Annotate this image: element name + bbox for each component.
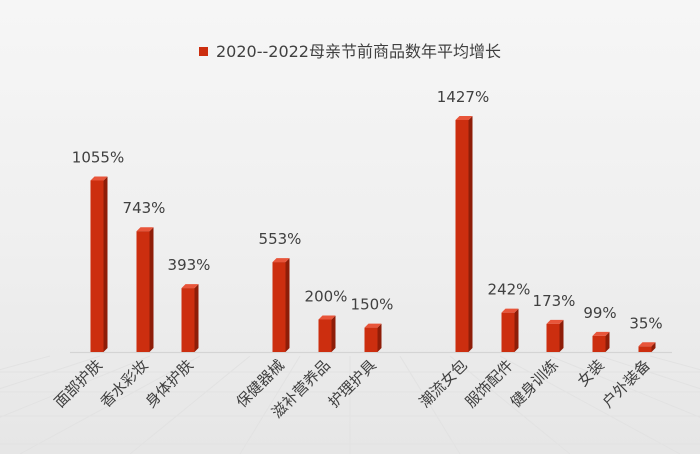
bar xyxy=(455,116,473,352)
bar-side xyxy=(514,308,519,352)
bar-side xyxy=(149,227,154,352)
bar xyxy=(501,308,519,352)
bar-top xyxy=(90,176,108,181)
floor-grid-line xyxy=(549,355,700,418)
bar-side xyxy=(651,342,656,352)
legend-label: 2020--2022母亲节前商品数年平均增长 xyxy=(216,42,501,61)
data-label: 1427% xyxy=(437,88,489,106)
x-tick-label: 护理护具 xyxy=(325,356,380,411)
bar xyxy=(318,315,336,352)
bar xyxy=(638,342,656,352)
bar-front xyxy=(638,346,652,352)
data-label: 99% xyxy=(583,304,616,322)
data-label: 1055% xyxy=(72,148,124,166)
bar-side xyxy=(103,176,108,352)
bar-top xyxy=(272,258,290,263)
bar-side xyxy=(377,323,382,352)
data-label: 393% xyxy=(168,256,211,274)
data-label: 200% xyxy=(305,287,348,305)
data-label: 150% xyxy=(351,296,394,314)
data-label: 35% xyxy=(629,314,662,332)
x-tick-label: 香水彩妆 xyxy=(97,356,152,411)
bar-front xyxy=(364,327,378,352)
bar-top xyxy=(318,315,336,320)
data-label: 173% xyxy=(533,292,576,310)
x-tick-label: 服饰配件 xyxy=(462,356,517,411)
bar-side xyxy=(331,315,336,352)
bar-top xyxy=(136,227,154,232)
bar-top xyxy=(501,308,519,313)
bar-front xyxy=(592,335,606,352)
floor-grid xyxy=(0,355,700,454)
data-label: 553% xyxy=(259,230,302,248)
bar-side xyxy=(285,258,290,352)
bar-front xyxy=(318,319,332,352)
bar-front xyxy=(90,180,104,352)
legend-swatch xyxy=(199,47,208,56)
bar xyxy=(90,176,108,352)
x-tick-label: 女装 xyxy=(574,356,608,390)
chart-legend: 2020--2022母亲节前商品数年平均增长 xyxy=(0,38,700,62)
data-label: 242% xyxy=(488,281,531,299)
bar xyxy=(272,258,290,352)
bar-front xyxy=(455,120,469,352)
bar xyxy=(181,284,199,352)
bar-front xyxy=(501,312,515,352)
data-label: 743% xyxy=(123,199,166,217)
x-tick-label: 潮流女包 xyxy=(416,356,471,411)
bar-top xyxy=(638,342,656,347)
bar-front xyxy=(136,231,150,352)
bar-side xyxy=(194,284,199,352)
x-tick-label: 面部护肤 xyxy=(51,356,106,411)
bar-front xyxy=(546,323,560,352)
bar xyxy=(136,227,154,352)
bar xyxy=(546,319,564,352)
bar-top xyxy=(181,284,199,289)
bar-top xyxy=(364,323,382,328)
bar-front xyxy=(272,262,286,352)
bar-top xyxy=(455,116,473,120)
bar-front xyxy=(181,288,195,352)
bar-side xyxy=(559,319,564,352)
floor-grid-line xyxy=(649,355,700,371)
floor-grid-line xyxy=(0,355,51,371)
bar-top xyxy=(592,331,610,336)
bar-side xyxy=(605,331,610,352)
bar-top xyxy=(546,319,564,324)
bar xyxy=(364,323,382,352)
bar-side xyxy=(468,116,473,352)
bar xyxy=(592,331,610,352)
